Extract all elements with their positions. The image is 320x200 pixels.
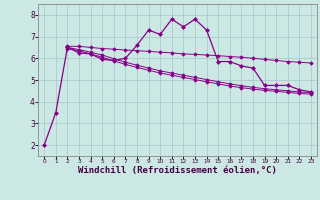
X-axis label: Windchill (Refroidissement éolien,°C): Windchill (Refroidissement éolien,°C)	[78, 166, 277, 175]
